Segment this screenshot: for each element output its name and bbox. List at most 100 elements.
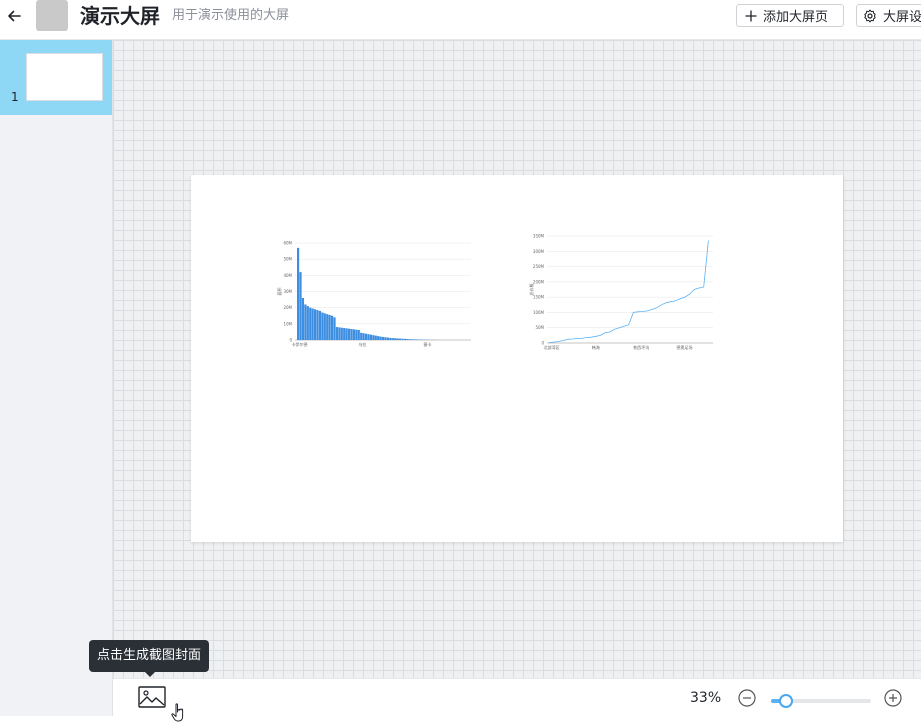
chart-bar bbox=[397, 338, 399, 340]
x-tick-label: 韩海 bbox=[592, 344, 600, 350]
top-bar: 演示大屏 用于演示使用的大屏 添加大屏页 大屏设 bbox=[0, 0, 921, 40]
chart-bar bbox=[392, 338, 394, 340]
screen-settings-label: 大屏设 bbox=[883, 6, 921, 25]
chart-bar bbox=[365, 334, 367, 340]
chart-bar bbox=[399, 339, 401, 340]
x-tick-label: 乌拉 bbox=[358, 341, 366, 347]
chart-series-line bbox=[549, 241, 708, 343]
chart-bar bbox=[333, 317, 335, 340]
arrow-left-icon bbox=[6, 8, 22, 24]
bottom-toolbar: 33% bbox=[113, 678, 921, 716]
chart-bar bbox=[384, 337, 386, 340]
chart-bar bbox=[387, 338, 389, 340]
chart-bar bbox=[316, 310, 318, 340]
chart-bar bbox=[343, 328, 345, 340]
y-tick-label: 300M bbox=[533, 249, 545, 254]
zoom-slider-thumb[interactable] bbox=[779, 694, 793, 708]
chart-bar bbox=[350, 329, 352, 340]
chart-bar bbox=[331, 316, 333, 340]
chart-bar bbox=[370, 335, 372, 340]
y-tick-label: 30M bbox=[283, 289, 292, 294]
chart-bar bbox=[338, 327, 340, 340]
y-tick-label: 250M bbox=[533, 264, 545, 269]
chart-bar bbox=[309, 308, 311, 340]
bar-chart-widget[interactable]: 010M20M30M40M50M60M面积卡伊尔德乌拉塞卡 bbox=[271, 235, 481, 360]
chart-bar bbox=[409, 339, 411, 340]
x-tick-label: 塞卡 bbox=[423, 341, 431, 347]
chart-bar bbox=[411, 339, 413, 340]
y-tick-label: 50M bbox=[283, 257, 292, 262]
chart-bar bbox=[404, 339, 406, 340]
chart-bar bbox=[336, 327, 338, 340]
tooltip: 点击生成截图封面 bbox=[89, 640, 209, 672]
chart-bar bbox=[307, 306, 309, 340]
chart-bar bbox=[321, 313, 323, 340]
zoom-slider[interactable] bbox=[771, 699, 871, 703]
chart-bar bbox=[348, 329, 350, 340]
chart-bar bbox=[329, 315, 331, 340]
page-title: 演示大屏 bbox=[80, 3, 160, 29]
y-tick-label: 10M bbox=[283, 321, 292, 326]
chart-bar bbox=[346, 328, 348, 340]
chart-bar bbox=[353, 329, 355, 340]
chart-bar bbox=[389, 338, 391, 340]
chart-bar bbox=[304, 304, 306, 340]
chart-bar bbox=[358, 330, 360, 340]
page-item-1[interactable]: 1 bbox=[0, 40, 112, 115]
y-tick-label: 150M bbox=[533, 295, 545, 300]
chart-bar bbox=[375, 336, 377, 340]
generate-cover-button[interactable] bbox=[138, 686, 168, 710]
page-thumbnail bbox=[26, 53, 103, 101]
chart-bar bbox=[414, 339, 416, 340]
chart-bar bbox=[360, 333, 362, 340]
chart-bar bbox=[406, 339, 408, 340]
page-list-panel: 1 bbox=[0, 40, 113, 716]
zoom-level: 33% bbox=[690, 690, 721, 706]
add-page-label: 添加大屏页 bbox=[763, 6, 828, 25]
chart-bar bbox=[380, 337, 382, 340]
hand-cursor-icon bbox=[171, 703, 187, 723]
chart-bar bbox=[324, 313, 326, 340]
chart-bar bbox=[416, 339, 418, 340]
image-icon bbox=[138, 686, 168, 710]
page-number: 1 bbox=[11, 90, 19, 104]
add-page-button[interactable]: 添加大屏页 bbox=[736, 4, 844, 27]
chart-bar bbox=[355, 330, 357, 340]
chart-bar bbox=[302, 298, 304, 340]
y-tick-label: 50M bbox=[535, 325, 544, 330]
chart-bar bbox=[341, 328, 343, 340]
back-button[interactable] bbox=[4, 6, 24, 26]
x-tick-label: 卡伊尔德 bbox=[291, 341, 307, 347]
chart-bar bbox=[319, 311, 321, 340]
y-tick-label: 100M bbox=[533, 310, 545, 315]
minus-circle-icon[interactable] bbox=[738, 689, 756, 707]
chart-bar bbox=[297, 248, 299, 340]
screen-settings-button[interactable]: 大屏设 bbox=[856, 4, 921, 27]
chart-bar bbox=[312, 308, 314, 340]
chart-bar bbox=[363, 333, 365, 340]
y-axis-label: 面积 bbox=[276, 288, 282, 296]
y-axis-label: 总价格 bbox=[528, 284, 534, 296]
line-chart-widget[interactable]: 050M100M150M200M250M300M350M总价格北部湾区韩海乾西坪… bbox=[521, 230, 721, 365]
y-tick-label: 40M bbox=[283, 273, 292, 278]
x-tick-label: 北部湾区 bbox=[544, 344, 560, 350]
x-tick-label: 乾西坪沟 bbox=[633, 344, 649, 350]
gear-icon bbox=[863, 9, 877, 23]
cover-thumbnail[interactable] bbox=[36, 0, 68, 31]
y-tick-label: 350M bbox=[533, 234, 545, 239]
chart-bar bbox=[382, 337, 384, 340]
y-tick-label: 200M bbox=[533, 279, 545, 284]
plus-icon bbox=[745, 10, 757, 22]
chart-bar bbox=[377, 336, 379, 340]
chart-bar bbox=[299, 272, 301, 340]
chart-bar bbox=[372, 335, 374, 340]
y-tick-label: 20M bbox=[283, 305, 292, 310]
x-tick-label: 德奥足场 bbox=[676, 344, 692, 350]
chart-bar bbox=[326, 314, 328, 340]
plus-circle-icon[interactable] bbox=[884, 689, 902, 707]
chart-bar bbox=[401, 339, 403, 340]
chart-bar bbox=[314, 309, 316, 340]
chart-bar bbox=[367, 334, 369, 340]
